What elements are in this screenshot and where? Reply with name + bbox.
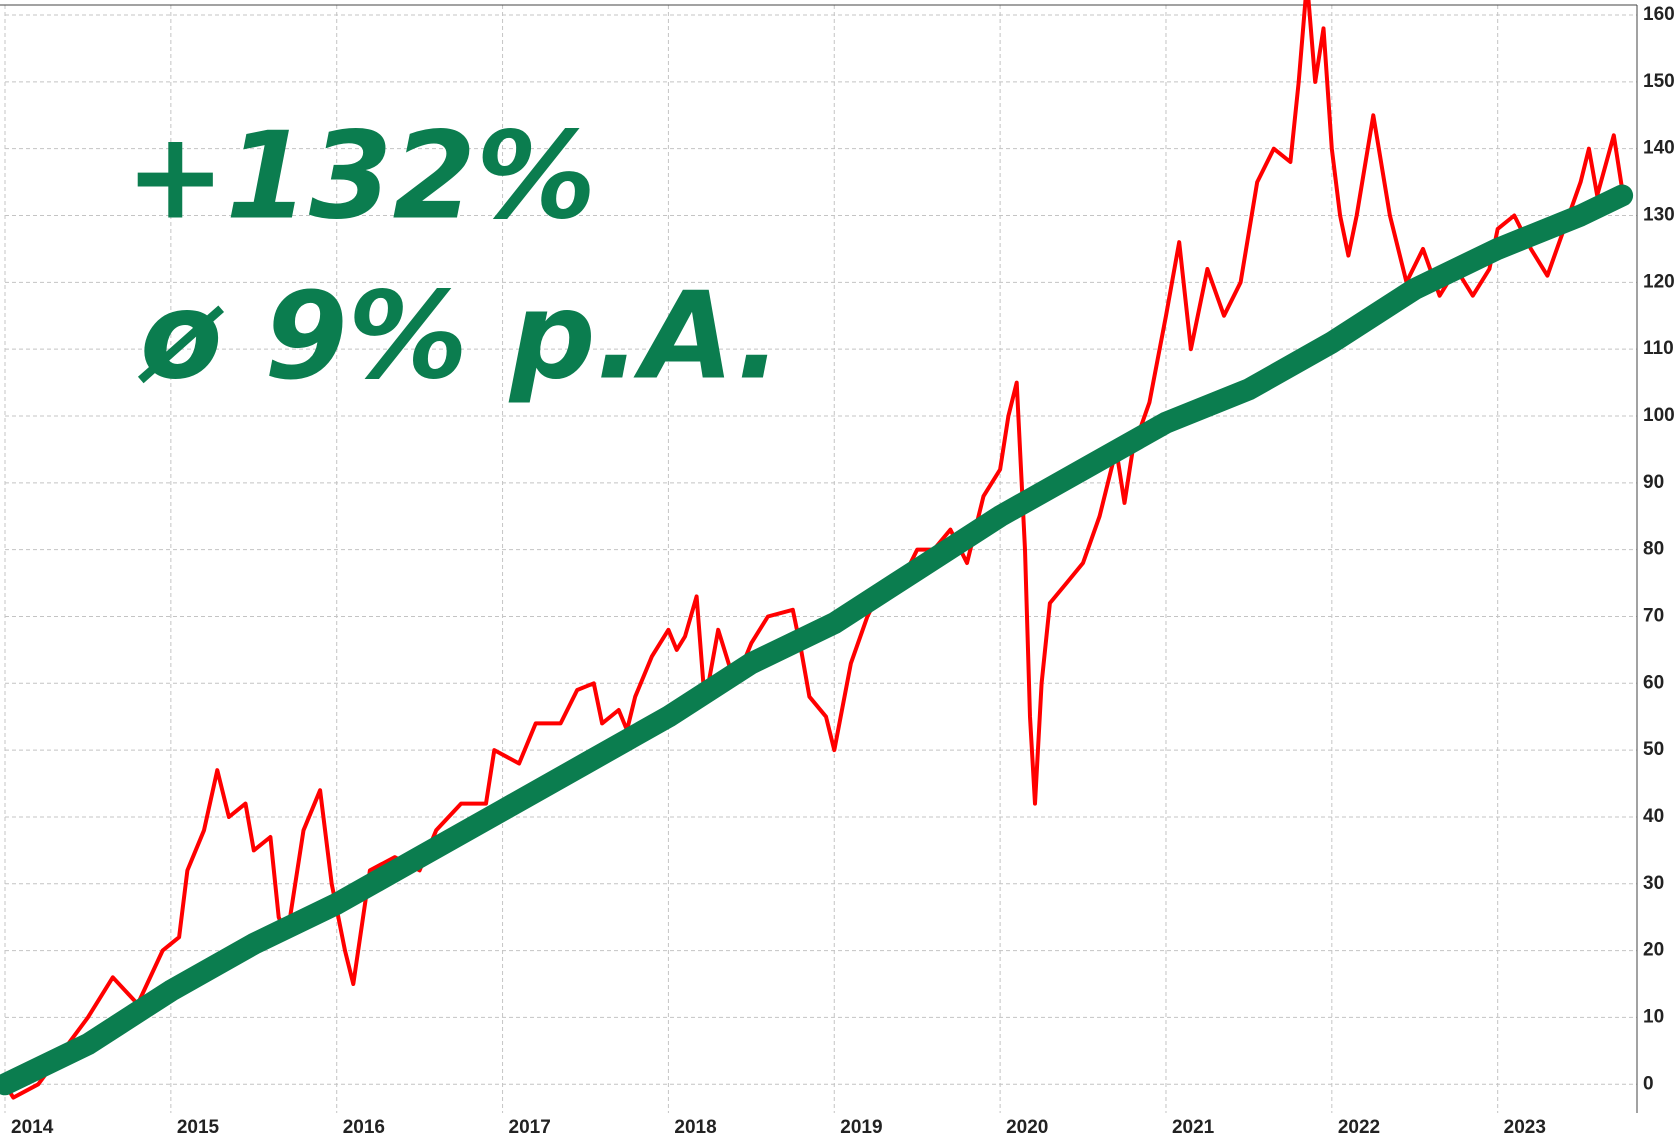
x-tick-label: 2017 bbox=[509, 1117, 551, 1138]
x-tick-label: 2019 bbox=[840, 1117, 882, 1138]
y-tick-label: 20 bbox=[1643, 940, 1664, 961]
x-tick-label: 2021 bbox=[1172, 1117, 1215, 1138]
y-tick-label: 100 bbox=[1643, 405, 1675, 426]
y-tick-label: 90 bbox=[1643, 472, 1664, 493]
x-tick-label: 2020 bbox=[1006, 1117, 1048, 1138]
y-tick-label: 160 bbox=[1643, 4, 1675, 25]
series-line bbox=[0, 184, 1634, 1096]
y-tick-label: 30 bbox=[1643, 873, 1664, 894]
y-tick-label: 140 bbox=[1643, 138, 1675, 159]
y-tick-label: 40 bbox=[1643, 806, 1664, 827]
x-tick-label: 2016 bbox=[343, 1117, 385, 1138]
x-tick-label: 2018 bbox=[674, 1117, 716, 1138]
x-tick-label: 2023 bbox=[1504, 1117, 1546, 1138]
y-tick-label: 60 bbox=[1643, 672, 1664, 693]
y-tick-label: 0 bbox=[1643, 1073, 1654, 1094]
y-tick-label: 80 bbox=[1643, 539, 1664, 560]
y-tick-label: 130 bbox=[1643, 205, 1675, 226]
y-tick-label: 70 bbox=[1643, 605, 1664, 626]
y-tick-label: 120 bbox=[1643, 271, 1675, 292]
annotation: ø 9% p.A. bbox=[137, 268, 782, 407]
annotation: +132% bbox=[125, 108, 596, 247]
x-tick-label: 2022 bbox=[1338, 1117, 1380, 1138]
x-tick-label: 2014 bbox=[11, 1117, 54, 1138]
y-tick-label: 110 bbox=[1643, 338, 1674, 359]
y-tick-label: 50 bbox=[1643, 739, 1664, 760]
x-tick-label: 2015 bbox=[177, 1117, 220, 1138]
y-tick-label: 10 bbox=[1643, 1006, 1664, 1027]
y-tick-label: 150 bbox=[1643, 71, 1675, 92]
